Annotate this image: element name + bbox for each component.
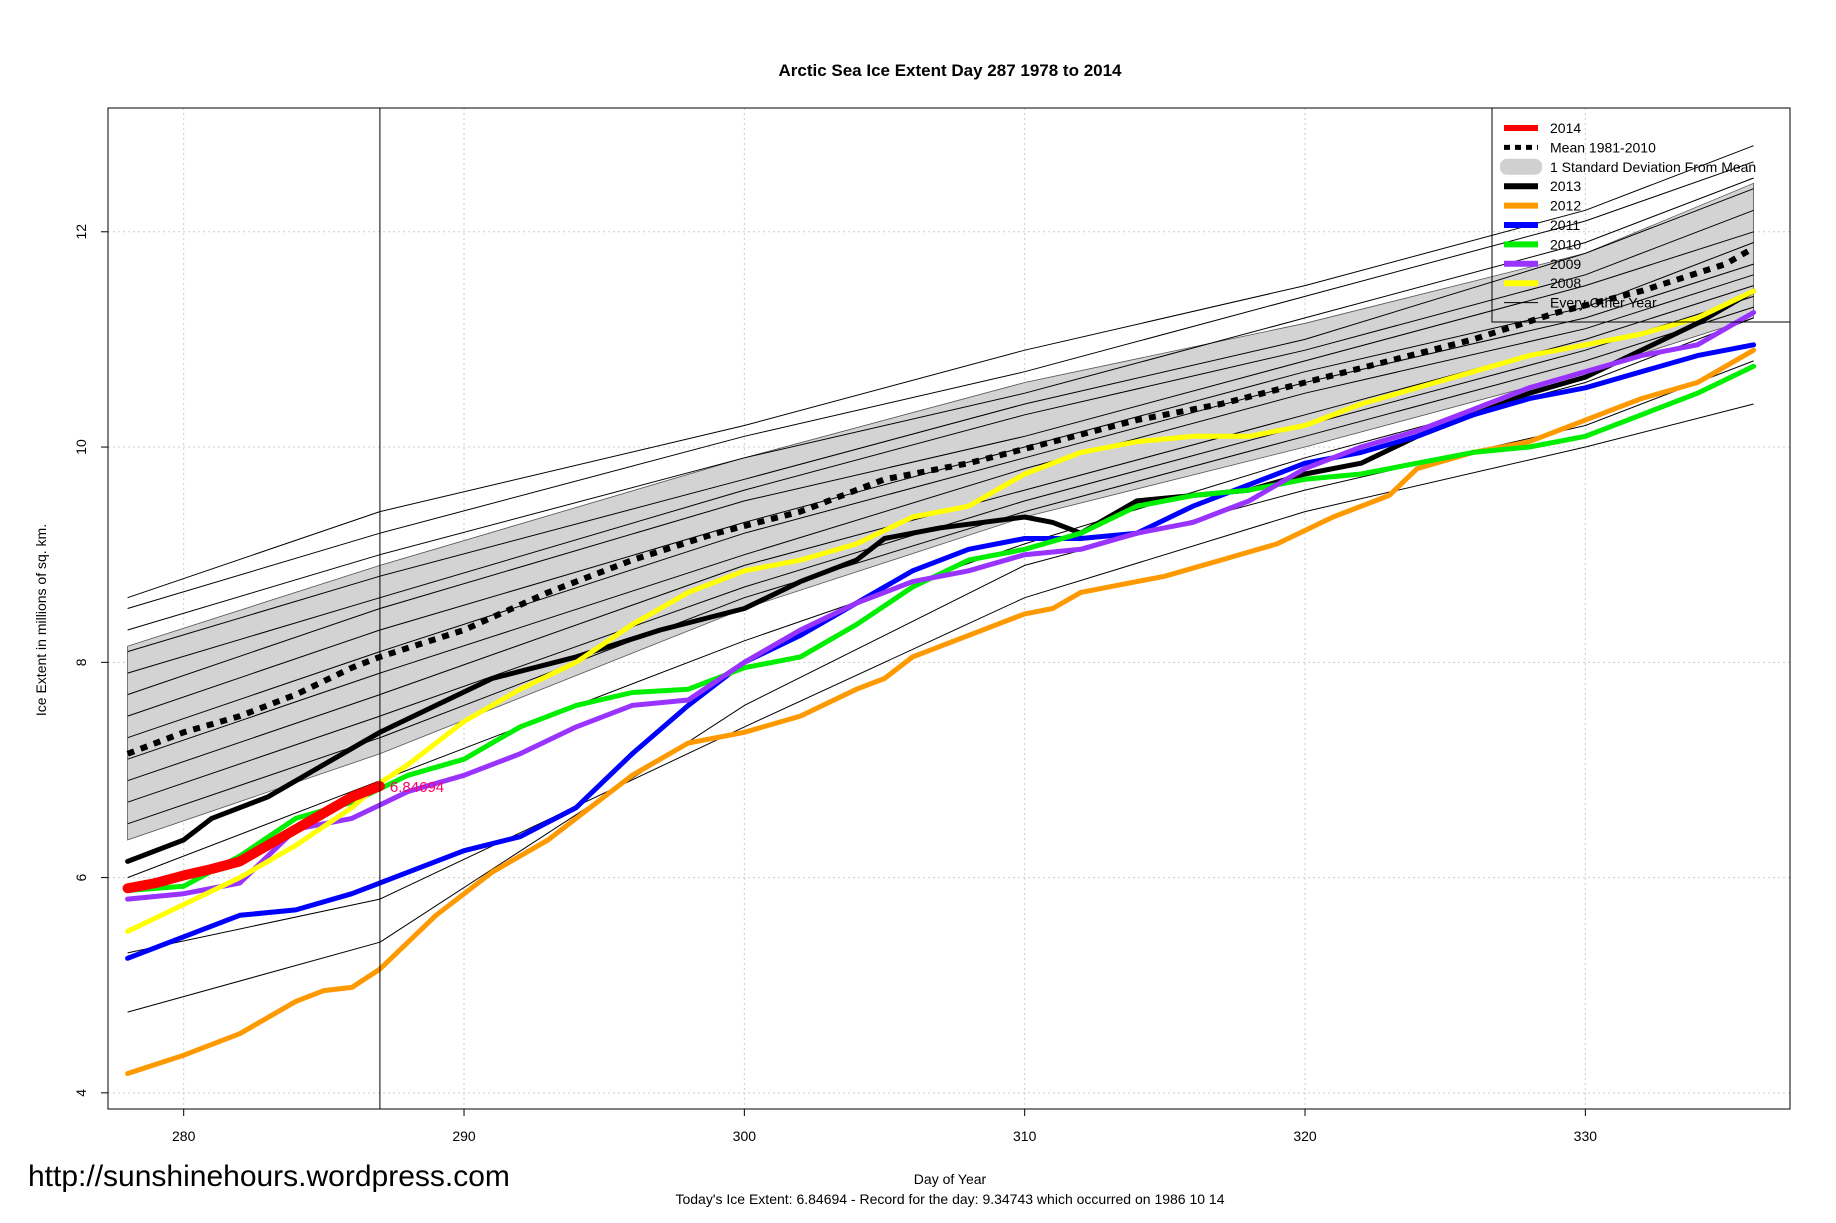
- legend-swatch-band: [1500, 158, 1542, 175]
- y-axis-label: Ice Extent in millions of sq. km.: [33, 524, 49, 716]
- legend-label: Mean 1981-2010: [1550, 139, 1656, 155]
- legend-label: 2013: [1550, 178, 1581, 194]
- x-tick-label: 300: [733, 1128, 757, 1144]
- x-tick-label: 330: [1574, 1128, 1598, 1144]
- x-tick-label: 310: [1013, 1128, 1037, 1144]
- series-line-2009: [125, 310, 1757, 902]
- series-line-2011: [125, 342, 1757, 961]
- y-tick-label: 6: [73, 873, 89, 881]
- legend-label: 2014: [1550, 120, 1581, 136]
- chart-title: Arctic Sea Ice Extent Day 287 1978 to 20…: [778, 61, 1122, 80]
- current-day-marker: 6.84694: [379, 108, 444, 1109]
- x-axis-ticks: 280 290 300 310 320 330: [172, 1109, 1597, 1144]
- series-line-2014: [122, 781, 385, 894]
- footer-record-text: Today's Ice Extent: 6.84694 - Record for…: [675, 1191, 1224, 1207]
- y-tick-label: 4: [73, 1089, 89, 1097]
- series-line-2010: [125, 363, 1757, 893]
- y-tick-label: 12: [73, 224, 89, 240]
- current-value-label: 6.84694: [390, 779, 444, 796]
- legend-label: Every Other Year: [1550, 295, 1657, 311]
- y-tick-label: 8: [73, 658, 89, 666]
- legend: 2014 Mean 1981-2010 1 Standard Deviation F…: [1491, 107, 1791, 323]
- x-tick-label: 320: [1293, 1128, 1317, 1144]
- legend-label: 2009: [1550, 256, 1581, 272]
- plot-frame: [107, 107, 1791, 1110]
- legend-label: 2011: [1550, 217, 1580, 233]
- x-tick-label: 280: [172, 1128, 196, 1144]
- highlighted-series-lines: [122, 245, 1757, 1076]
- legend-label: 2012: [1550, 198, 1581, 214]
- legend-box: [1491, 107, 1791, 323]
- y-tick-label: 10: [73, 439, 89, 455]
- x-axis-label: Day of Year: [914, 1171, 987, 1187]
- watermark-url: http://sunshinehours.wordpress.com: [28, 1160, 510, 1193]
- y-axis-ticks: 4 6 8 10 12: [73, 224, 108, 1097]
- x-tick-label: 290: [452, 1128, 476, 1144]
- legend-label: 1 Standard Deviation From Mean: [1550, 159, 1756, 175]
- legend-label: 2010: [1550, 236, 1581, 252]
- series-line-2012: [125, 347, 1757, 1076]
- legend-label: 2008: [1550, 275, 1581, 291]
